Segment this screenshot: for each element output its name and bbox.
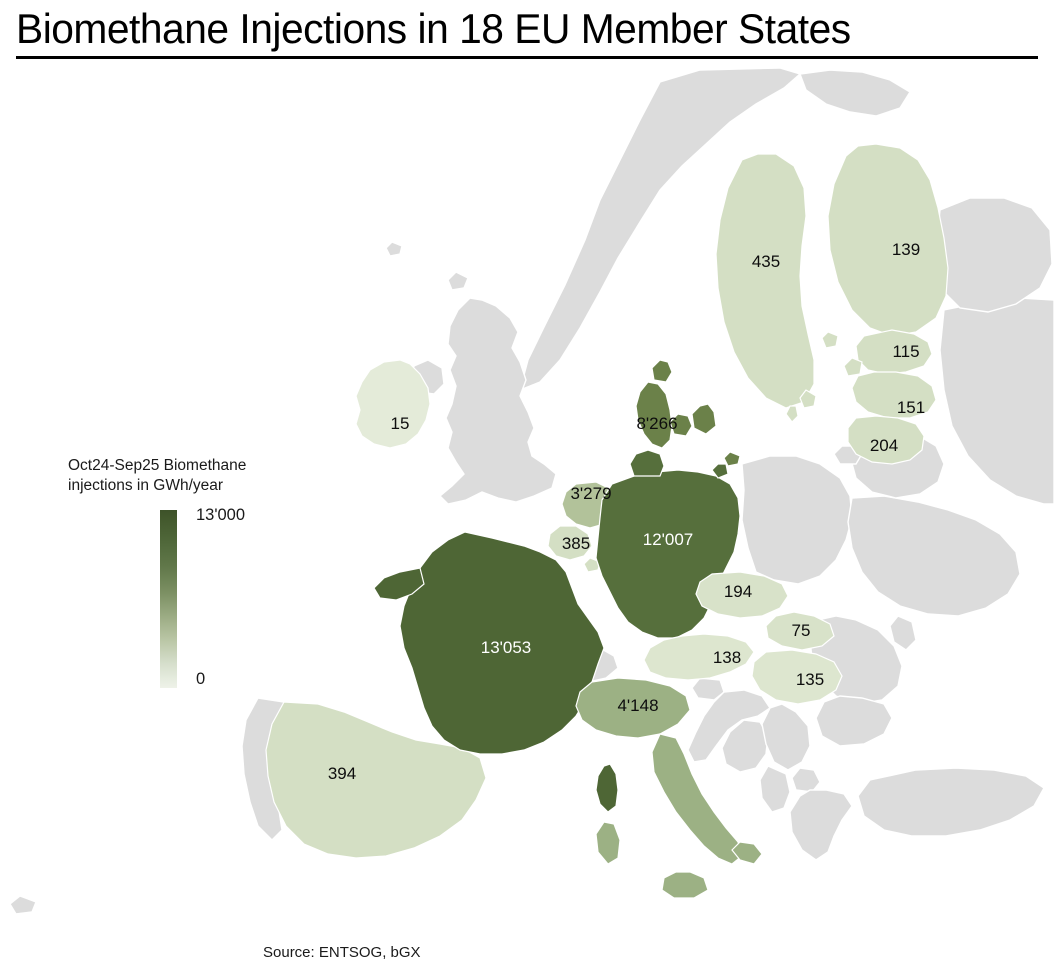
region-corsica [595,763,619,813]
region-serbia [761,703,811,771]
region-gotland-island [799,389,817,409]
region-united-kingdom [438,297,557,505]
region-lithuania [847,415,925,465]
region-sweden [715,153,815,409]
region-small-island-sw [9,895,37,915]
legend-max-tick-label: 13'000 [196,506,246,524]
region-ireland [355,359,431,449]
region-denmark-funen [669,413,693,437]
region-finland [827,143,949,337]
region-denmark-jutland [635,381,673,449]
map-container: .nd { fill:#dcdcdc; stroke:#ffffff; stro… [0,60,1054,961]
region-france-brittany [373,567,425,601]
legend-color-gradient-bar [160,510,177,688]
region-bulgaria [815,695,893,747]
region-latvia [851,371,937,419]
region-moldova [889,615,917,651]
region-sardinia [595,821,621,865]
region-oland-island [785,405,799,423]
region-denmark-bornholm [723,451,741,467]
region-italy-heel [731,841,763,865]
region-turkey [857,767,1045,837]
region-scotland-isles [447,271,469,291]
region-montenegro-albania [759,765,791,813]
region-greece [789,789,853,861]
region-denmark-north-tip [651,359,673,383]
region-croatia [687,689,771,763]
region-austria [643,633,755,681]
region-belgium [547,525,593,561]
region-estonia [855,329,933,375]
region-germany-north [629,449,665,477]
source-note: Source: ENTSOG, bGX [263,944,421,961]
region-slovenia [691,677,725,701]
data-regions-group [265,143,949,899]
page-title: Biomethane Injections in 18 EU Member St… [16,5,851,52]
europe-choropleth-map: .nd { fill:#dcdcdc; stroke:#ffffff; stro… [0,60,1054,916]
region-faroe-islands [385,241,403,257]
region-spain [265,701,487,859]
title-bar: Biomethane Injections in 18 EU Member St… [0,0,1054,62]
map-legend: Oct24-Sep25 Biomethane injections in GWh… [68,456,298,701]
region-slovakia [765,611,835,651]
no-data-regions-group [9,67,1054,915]
legend-min-tick-label: 0 [196,670,206,688]
region-italy-peninsula [651,733,743,865]
region-hungary [751,649,843,705]
title-underline-rule [16,56,1038,59]
region-aland-islands [821,331,839,349]
region-france [399,531,605,755]
region-poland [741,455,853,585]
region-ukraine [847,495,1021,617]
region-norway [518,67,802,392]
legend-title: Oct24-Sep25 Biomethane injections in GWh… [68,457,247,494]
region-czechia [695,571,789,619]
region-denmark-zealand [691,403,717,435]
region-norway-north [799,69,911,117]
region-ruegen-island [711,463,729,479]
region-sicily [661,871,709,899]
region-saaremaa-island [843,357,863,377]
